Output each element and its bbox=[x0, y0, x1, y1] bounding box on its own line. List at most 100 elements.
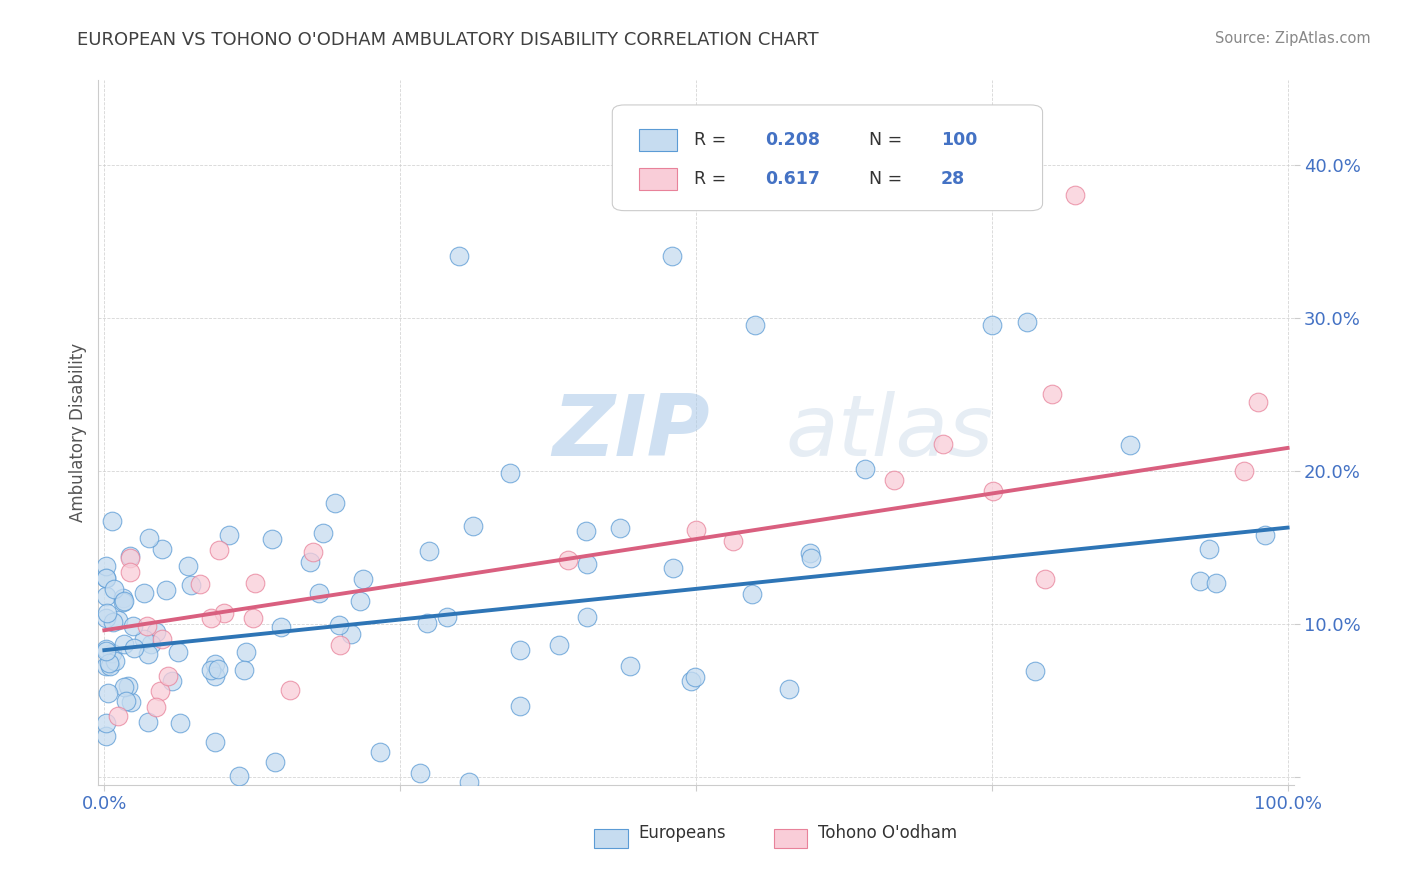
Point bbox=[931, 437, 953, 451]
Point bbox=[150, 542, 173, 557]
Point bbox=[167, 645, 190, 659]
FancyBboxPatch shape bbox=[638, 129, 676, 152]
Point bbox=[115, 694, 138, 708]
Point bbox=[461, 519, 484, 533]
Text: 0.208: 0.208 bbox=[765, 131, 820, 149]
Point bbox=[609, 521, 631, 535]
Point bbox=[352, 572, 374, 586]
Point bbox=[214, 606, 236, 620]
Point bbox=[120, 551, 142, 566]
Point bbox=[312, 526, 335, 541]
Point bbox=[155, 582, 177, 597]
Point bbox=[340, 627, 363, 641]
Text: atlas: atlas bbox=[786, 391, 994, 475]
Point bbox=[98, 659, 121, 673]
Point bbox=[245, 576, 267, 591]
Point bbox=[721, 533, 744, 548]
Point bbox=[188, 577, 211, 591]
Point bbox=[96, 606, 118, 620]
Point bbox=[132, 586, 155, 600]
Point bbox=[112, 594, 135, 608]
Text: 100: 100 bbox=[941, 131, 977, 149]
Point bbox=[576, 609, 599, 624]
Point bbox=[112, 680, 135, 694]
Point bbox=[980, 318, 1002, 333]
Point bbox=[208, 543, 231, 558]
Point bbox=[145, 624, 167, 639]
Point bbox=[145, 700, 167, 714]
Point bbox=[112, 637, 135, 651]
Text: Europeans: Europeans bbox=[638, 824, 727, 842]
Point bbox=[1198, 541, 1220, 556]
Point bbox=[107, 709, 129, 723]
Point bbox=[548, 638, 571, 652]
Point bbox=[681, 674, 703, 689]
Point bbox=[416, 616, 439, 631]
Point bbox=[204, 735, 226, 749]
Text: 28: 28 bbox=[941, 170, 965, 188]
Point bbox=[619, 658, 641, 673]
Point bbox=[177, 559, 200, 574]
Point bbox=[118, 566, 141, 580]
Text: ZIP: ZIP bbox=[553, 391, 710, 475]
Point bbox=[299, 555, 322, 569]
Point bbox=[1233, 464, 1256, 478]
Point bbox=[200, 611, 222, 625]
Point bbox=[1119, 438, 1142, 452]
Point bbox=[138, 531, 160, 545]
Point bbox=[180, 578, 202, 592]
Point bbox=[160, 674, 183, 689]
Point bbox=[136, 619, 159, 633]
Point bbox=[1033, 572, 1056, 586]
Y-axis label: Ambulatory Disability: Ambulatory Disability bbox=[69, 343, 87, 522]
Text: Tohono O'odham: Tohono O'odham bbox=[818, 824, 957, 842]
Point bbox=[204, 669, 226, 683]
Point bbox=[132, 632, 155, 646]
Point bbox=[323, 496, 346, 510]
Point bbox=[509, 643, 531, 657]
Point bbox=[120, 695, 142, 709]
Point bbox=[741, 587, 763, 601]
Point bbox=[136, 647, 159, 661]
Point bbox=[94, 716, 117, 731]
Point bbox=[458, 775, 481, 789]
Point bbox=[1040, 387, 1063, 401]
FancyBboxPatch shape bbox=[613, 105, 1043, 211]
Point bbox=[242, 610, 264, 624]
Point bbox=[235, 645, 257, 659]
FancyBboxPatch shape bbox=[638, 168, 676, 190]
Text: 0.617: 0.617 bbox=[765, 170, 820, 188]
Point bbox=[744, 318, 766, 333]
Point bbox=[169, 716, 191, 731]
Point bbox=[103, 582, 125, 597]
Text: N =: N = bbox=[869, 131, 908, 149]
Point bbox=[228, 769, 250, 783]
Point bbox=[94, 659, 117, 673]
Point bbox=[328, 618, 350, 632]
Point bbox=[117, 679, 139, 693]
Point bbox=[101, 646, 124, 660]
Text: Source: ZipAtlas.com: Source: ZipAtlas.com bbox=[1215, 31, 1371, 46]
Point bbox=[499, 466, 522, 480]
Text: R =: R = bbox=[693, 170, 731, 188]
Point bbox=[94, 572, 117, 586]
Point bbox=[575, 557, 598, 571]
Point bbox=[94, 644, 117, 658]
Point bbox=[264, 756, 287, 770]
Point bbox=[94, 729, 117, 743]
Point bbox=[112, 591, 135, 605]
Point bbox=[883, 473, 905, 487]
Point bbox=[94, 558, 117, 573]
Point bbox=[329, 639, 352, 653]
Point bbox=[122, 619, 145, 633]
Point bbox=[152, 632, 174, 647]
Point bbox=[200, 664, 222, 678]
Text: R =: R = bbox=[693, 131, 731, 149]
Point bbox=[101, 615, 124, 629]
Point bbox=[409, 766, 432, 780]
Point bbox=[778, 682, 800, 697]
Point bbox=[107, 613, 129, 627]
FancyBboxPatch shape bbox=[595, 829, 628, 848]
Point bbox=[1188, 574, 1211, 588]
Point bbox=[449, 249, 471, 264]
